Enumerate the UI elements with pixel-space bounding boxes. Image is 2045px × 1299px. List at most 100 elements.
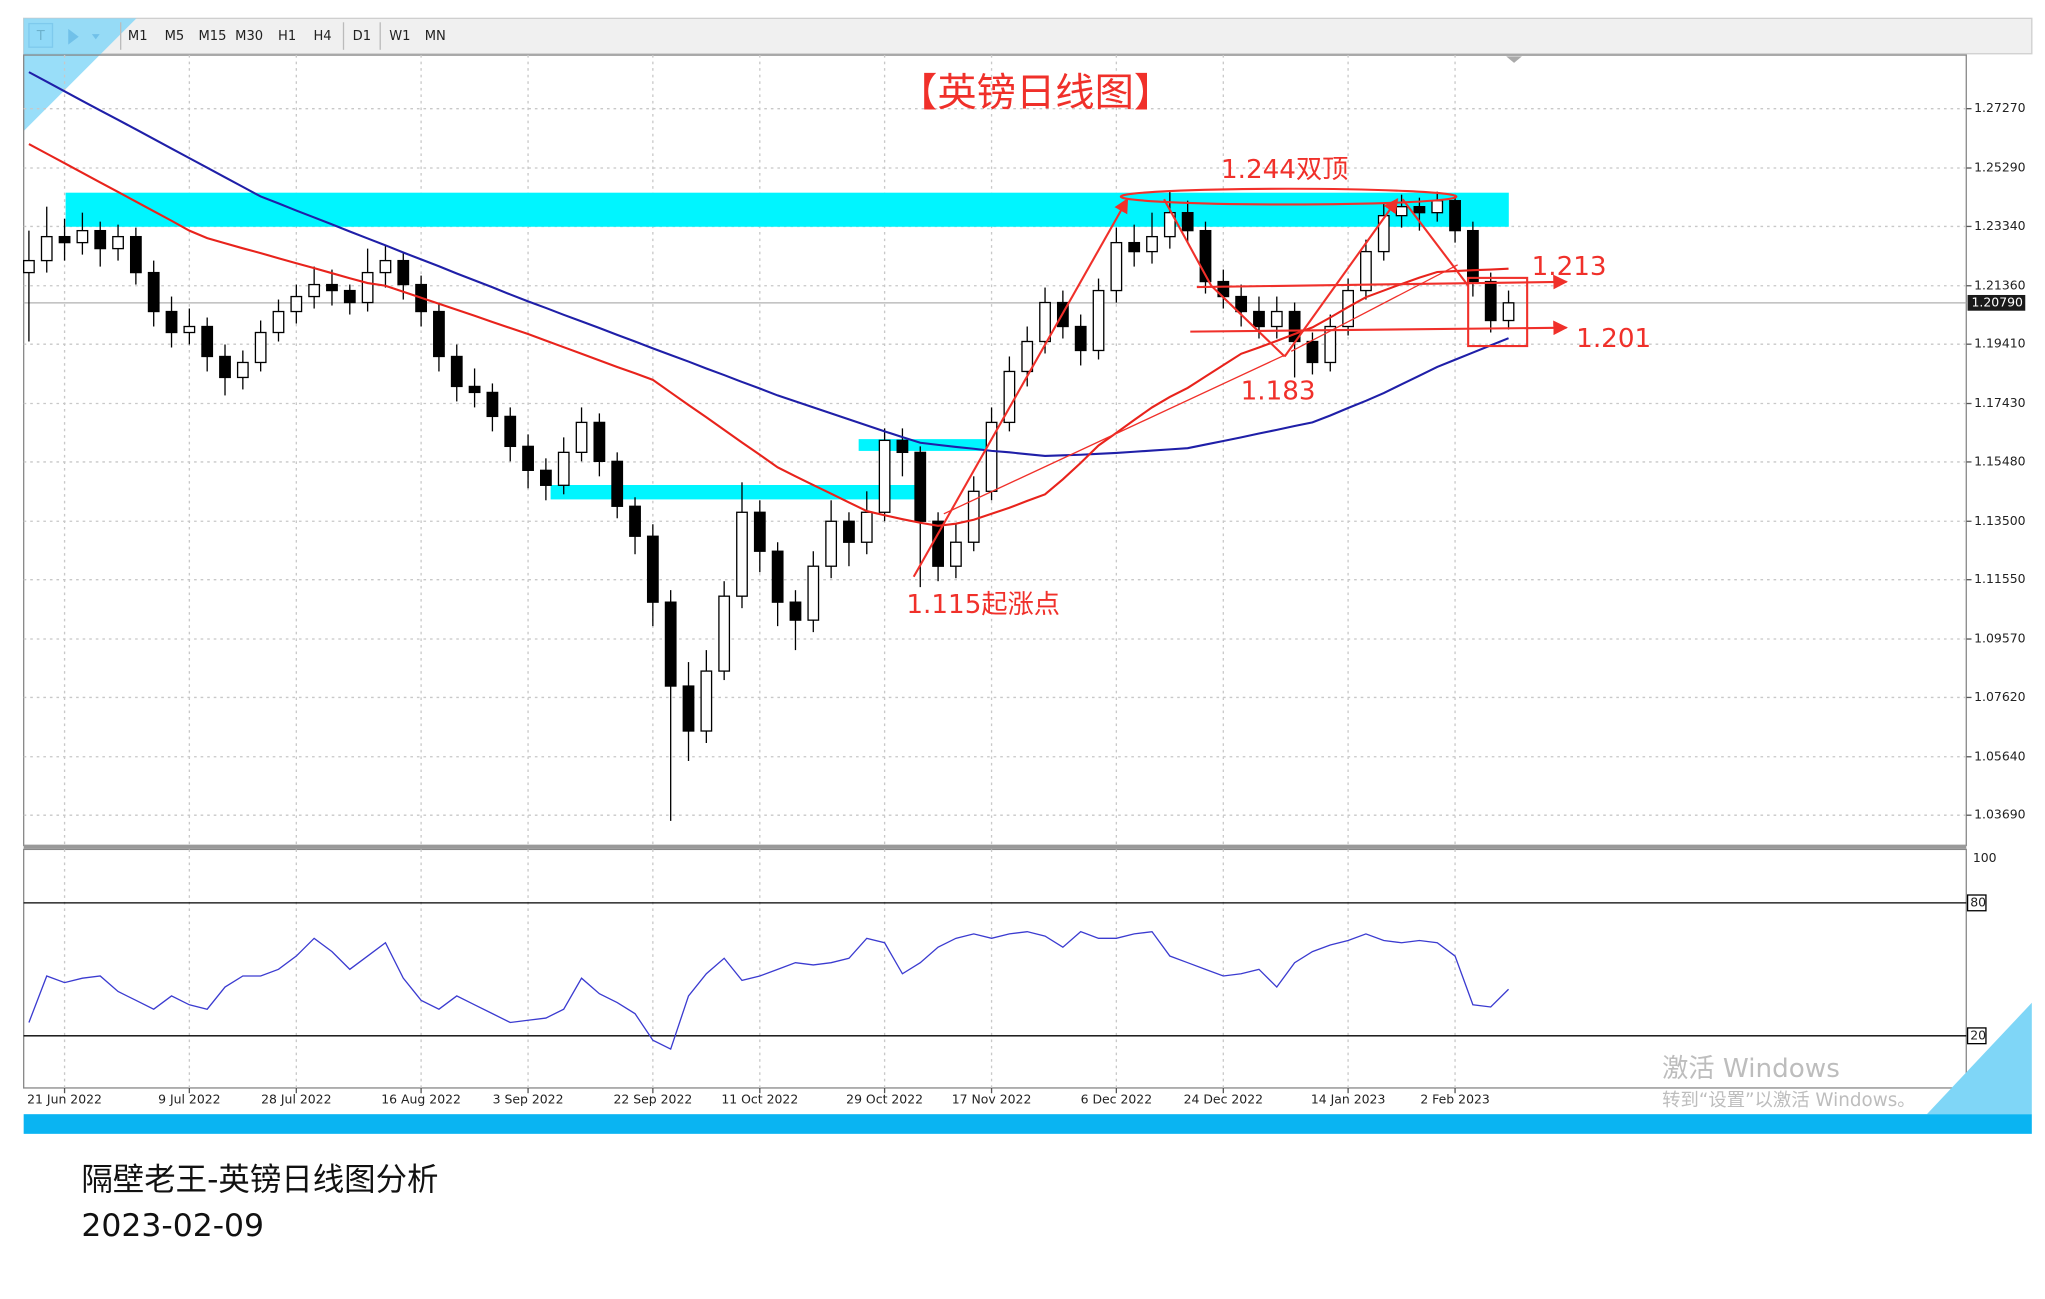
candle-body — [290, 295, 303, 313]
y-tick-label: 1.11550 — [1974, 571, 2026, 586]
taskbar-strip — [23, 1114, 2032, 1134]
candle-body — [1449, 200, 1461, 232]
x-tick-label: 29 Oct 2022 — [846, 1091, 923, 1106]
x-tick-label: 9 Jul 2022 — [158, 1091, 220, 1106]
resistance-zone — [65, 192, 1509, 227]
timeframe-button[interactable]: M1 — [128, 29, 148, 44]
last-price-box — [1967, 294, 2026, 311]
candle-body — [611, 460, 624, 507]
y-tick-label: 1.17430 — [1974, 395, 2026, 410]
candle-body — [950, 541, 962, 567]
candle-body — [183, 325, 196, 334]
timeframe-button[interactable]: H1 — [278, 29, 296, 44]
candle-body — [361, 271, 374, 304]
y-tick-label: 1.03690 — [1974, 807, 2026, 822]
shift-marker — [1506, 56, 1522, 63]
trend-line — [1290, 264, 1458, 352]
annotation: 1.201 — [1576, 324, 1651, 354]
candle-body — [557, 451, 570, 486]
timeframe-button[interactable]: M30 — [235, 29, 263, 44]
candle-body — [664, 601, 677, 687]
chart-title: 【英镑日线图】 — [898, 71, 1173, 116]
corner-decoration — [1926, 1002, 2032, 1115]
candle-body — [575, 421, 588, 454]
candle-body — [1270, 310, 1283, 328]
candle-body — [1466, 229, 1479, 283]
candle-body — [967, 490, 980, 543]
candle-body — [1342, 289, 1355, 328]
candle-body — [522, 445, 534, 471]
candle-body — [254, 331, 267, 364]
timeframe-button[interactable]: M5 — [165, 29, 185, 44]
trend-line — [1401, 198, 1470, 287]
annotation: 1.244双顶 — [1221, 155, 1348, 185]
candle-body — [771, 550, 784, 603]
candle-body — [1235, 295, 1248, 313]
x-tick-label: 11 Oct 2022 — [721, 1091, 798, 1106]
annotation: 1.213 — [1532, 252, 1607, 282]
oscillator-panel — [23, 848, 1967, 1089]
last-price-label: 1.20790 — [1972, 294, 2024, 309]
timeframe-button[interactable]: W1 — [389, 29, 410, 44]
timeframe-button[interactable]: D1 — [353, 29, 371, 44]
candle-body — [896, 439, 909, 454]
candle-body — [433, 310, 445, 358]
corner-decoration — [23, 18, 137, 132]
x-tick-label: 14 Jan 2023 — [1311, 1091, 1386, 1106]
y-tick-label: 1.13500 — [1974, 513, 2026, 528]
candle-body — [308, 283, 321, 298]
candle-body — [343, 289, 356, 304]
y-tick-label: 1.07620 — [1974, 689, 2026, 704]
candle-body — [450, 355, 463, 388]
candle-body — [1360, 250, 1372, 292]
level-label-box — [1966, 894, 1987, 912]
annotation: 1.115起涨点 — [906, 590, 1060, 620]
x-tick-label: 17 Nov 2022 — [952, 1091, 1032, 1106]
x-tick-label: 16 Aug 2022 — [381, 1091, 461, 1106]
candle-body — [272, 310, 285, 334]
moving-average — [28, 143, 1509, 527]
candle-body — [1253, 310, 1265, 328]
candle-body — [112, 235, 124, 250]
x-tick-label: 21 Jun 2022 — [27, 1091, 102, 1106]
y-tick-label: 1.21360 — [1974, 277, 2026, 292]
candle-body — [753, 511, 766, 552]
timeframe-button[interactable]: M15 — [198, 29, 226, 44]
candle-body — [736, 511, 748, 597]
candle-body — [40, 235, 53, 262]
footer-date: 2023-02-09 — [81, 1208, 264, 1244]
annotation: 1.183 — [1241, 376, 1316, 406]
candle-body — [1039, 301, 1051, 343]
y-tick-label: 1.15480 — [1974, 453, 2026, 468]
y-tick-label: 1.25290 — [1974, 160, 2026, 175]
candle-body — [539, 469, 552, 486]
candle-body — [825, 520, 838, 567]
x-tick-label: 24 Dec 2022 — [1184, 1091, 1263, 1106]
candle-body — [789, 601, 802, 621]
candle-body — [1431, 200, 1444, 214]
candle-body — [201, 325, 214, 358]
candle-body — [504, 415, 517, 448]
candle-body — [1092, 289, 1105, 352]
level-arrow — [1196, 274, 1568, 290]
x-tick-label: 6 Dec 2022 — [1081, 1091, 1153, 1106]
candle-body — [1146, 235, 1158, 253]
candle-body — [1502, 302, 1515, 322]
double-top-ellipse — [1119, 187, 1458, 206]
timeframe-button[interactable]: H4 — [313, 29, 331, 44]
candle-body — [1074, 325, 1087, 352]
footer-caption: 隔壁老王-英镑日线图分析 — [81, 1162, 438, 1198]
timeframe-button[interactable]: MN — [425, 29, 446, 44]
candle-body — [379, 259, 392, 274]
candle-body — [682, 685, 695, 732]
candle-body — [219, 355, 231, 379]
level-arrow — [1190, 320, 1568, 336]
candle-body — [1395, 206, 1408, 217]
focus-box — [1467, 276, 1529, 348]
candle-body — [1199, 229, 1212, 283]
y-tick-label: 1.05640 — [1974, 748, 2026, 763]
candle-body — [1163, 212, 1176, 238]
level-label: 80 — [1970, 894, 1986, 909]
support-zone — [858, 439, 997, 451]
